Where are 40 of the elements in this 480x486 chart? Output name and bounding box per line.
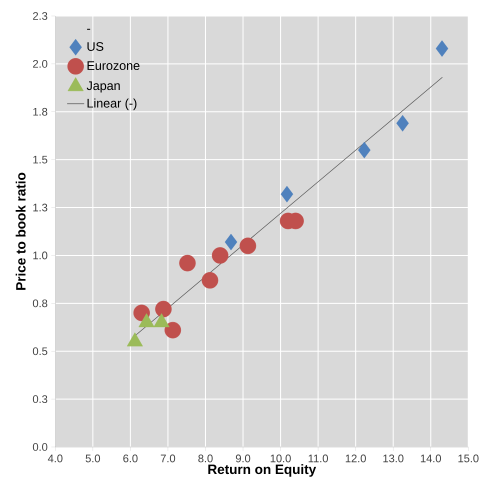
x-tick-label: 7.0 (160, 454, 176, 462)
point (212, 247, 228, 264)
y-tick-label: 0.5 (32, 347, 48, 356)
x-tick-label: 13.0 (383, 454, 404, 462)
x-tick-label: 8.0 (198, 454, 213, 462)
y-tick-label: 2.0 (33, 60, 48, 68)
y-tick-label: 2.3 (33, 12, 48, 20)
y-tick-label: 1.0 (33, 252, 48, 260)
legend-label: Eurozone (88, 61, 140, 70)
x-tick-label: 9.0 (236, 454, 250, 462)
point (155, 300, 172, 318)
point (280, 186, 294, 202)
point (358, 142, 371, 158)
y-tick-label: 1.3 (33, 204, 48, 212)
x-tick-label: 10.0 (270, 454, 291, 462)
x-tick-label: 14.0 (420, 454, 442, 462)
x-tick-label: 6.0 (123, 454, 138, 462)
y-tick-label: 0.8 (32, 299, 48, 308)
point (179, 254, 196, 272)
point (224, 234, 238, 250)
y-tick-label: 1.5 (33, 156, 48, 164)
y-tick-label: 1.8 (33, 108, 48, 116)
legend-title: - (87, 28, 90, 30)
y-tick-label: 0.0 (32, 443, 48, 451)
x-tick-label: 11.0 (308, 454, 328, 462)
legend-label: Japan (86, 81, 120, 93)
x-tick-label: 12.0 (346, 454, 366, 462)
point (164, 322, 182, 338)
point (436, 40, 448, 57)
legend-label: US (87, 42, 104, 51)
y-tick-label: 0.3 (32, 395, 48, 404)
x-tick-label: 15.0 (458, 454, 479, 462)
x-tick-label: 4.0 (48, 454, 63, 462)
y-axis-title: Price to book ratio (16, 172, 26, 290)
x-tick-label: 5.0 (86, 454, 100, 462)
point (396, 114, 409, 132)
point (240, 238, 256, 254)
point (202, 272, 218, 289)
x-axis-title: Return on Equity (208, 464, 316, 477)
legend-label: Linear (-) (88, 98, 136, 110)
